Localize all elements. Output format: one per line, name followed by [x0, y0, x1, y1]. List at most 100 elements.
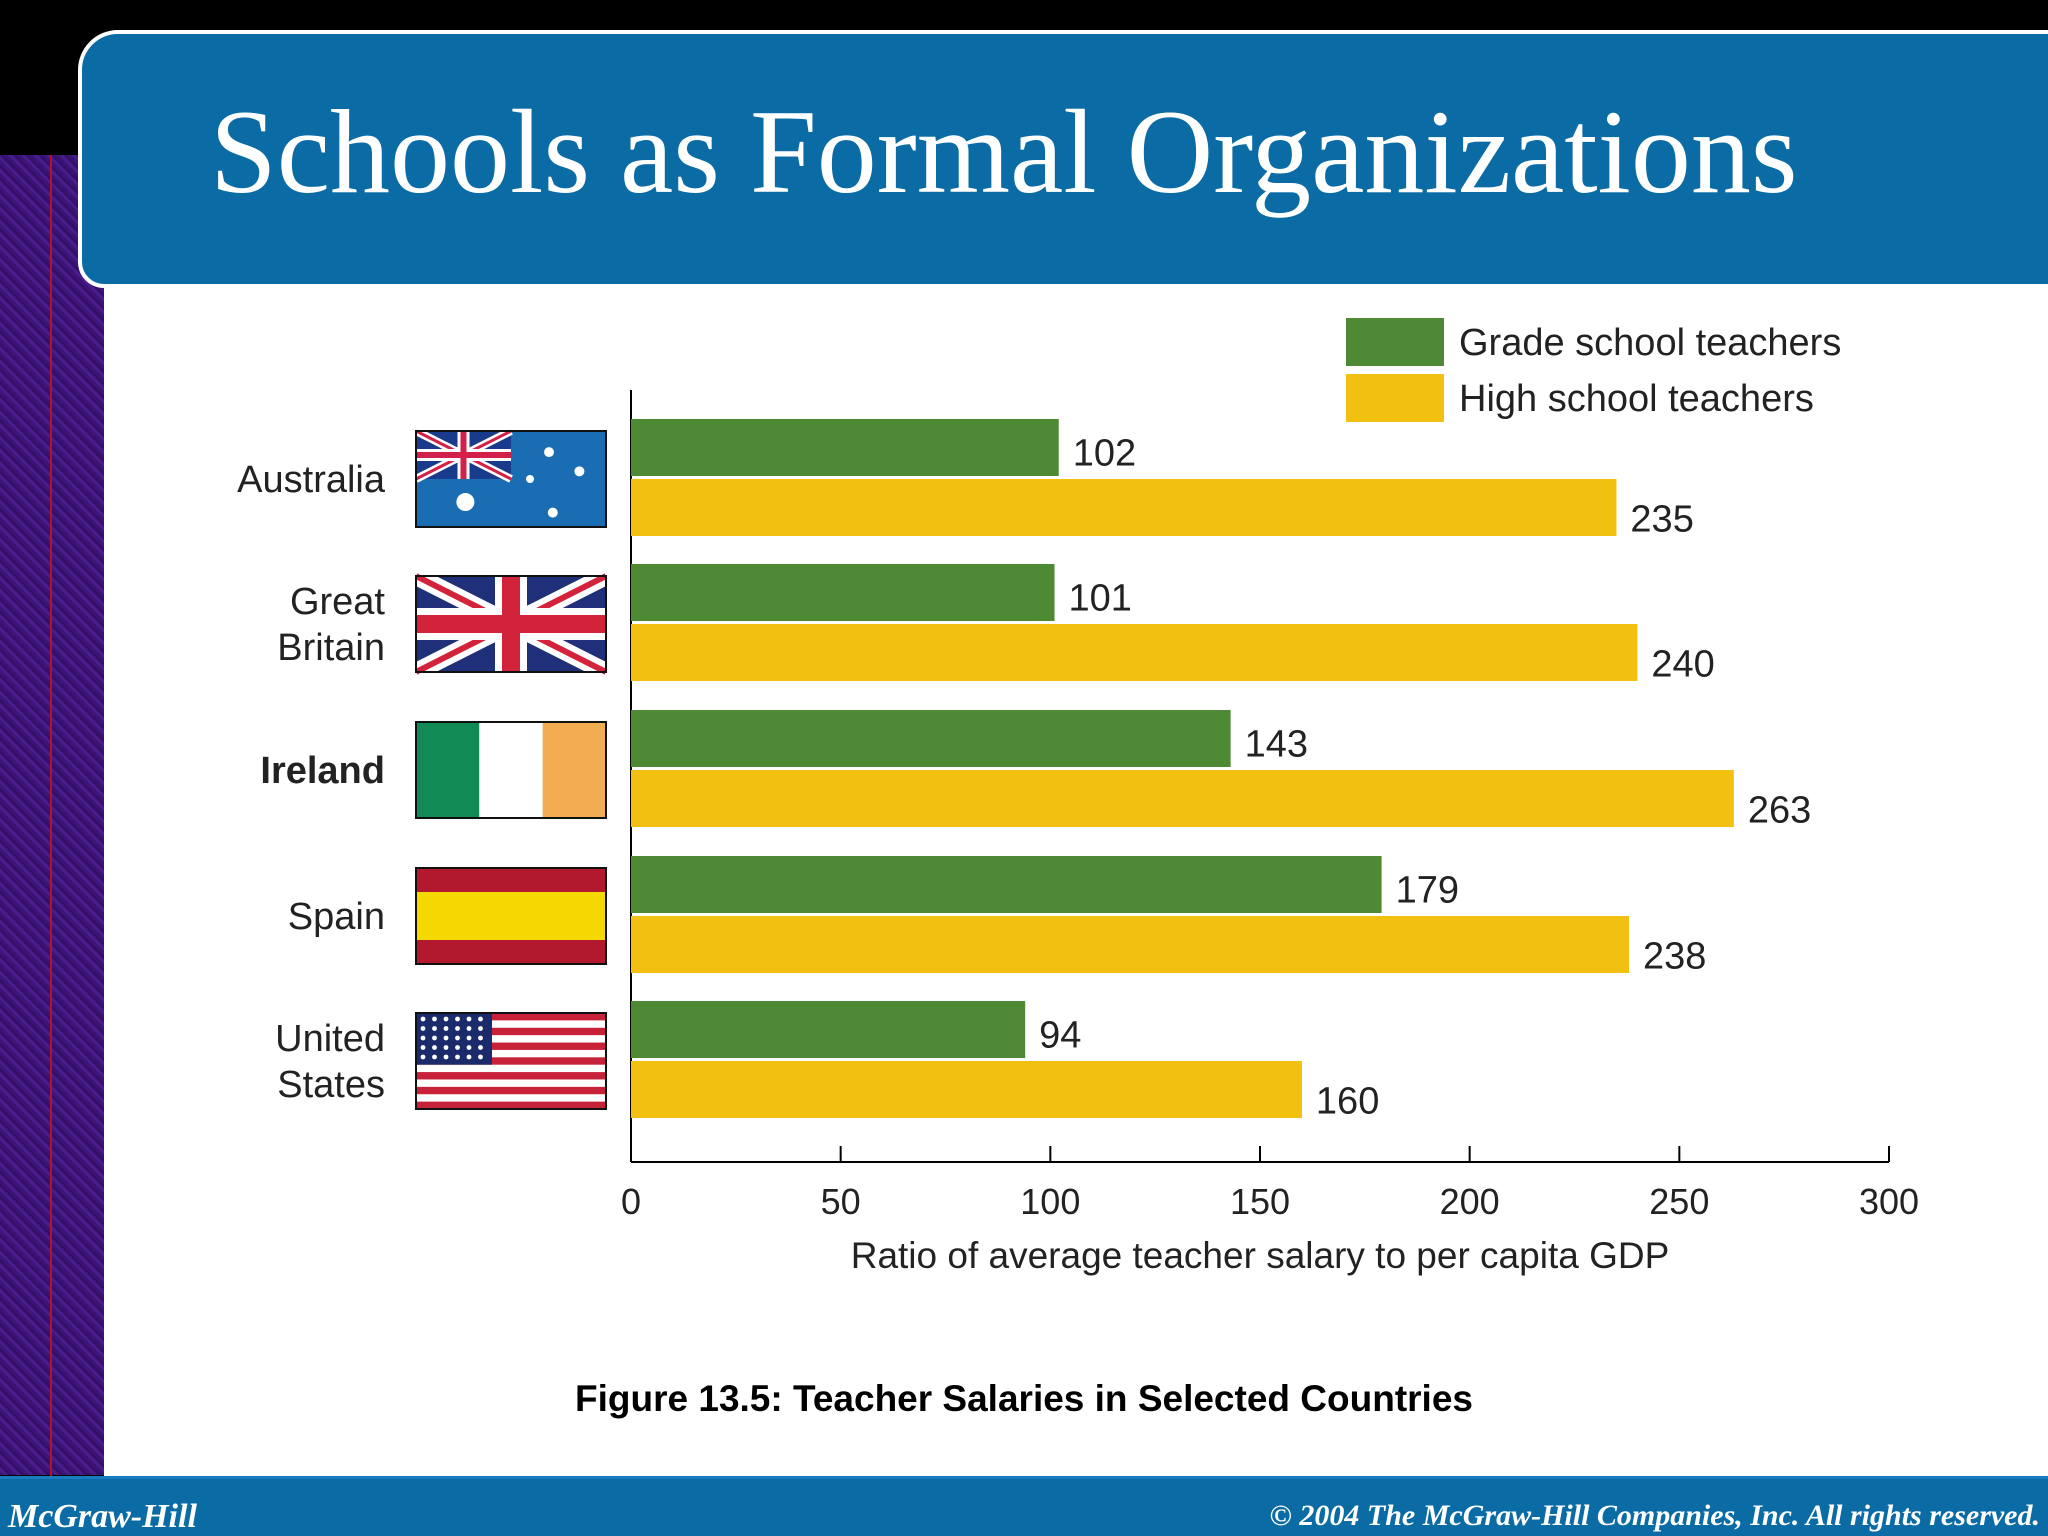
- flag-star: [478, 1054, 483, 1060]
- flag-stripe-white: [479, 722, 543, 818]
- flag-star: [420, 1026, 426, 1031]
- flag-cross: [502, 576, 520, 672]
- flag-star: [432, 1016, 437, 1022]
- category-label: Britain: [277, 627, 385, 669]
- x-tick-label: 0: [621, 1181, 641, 1222]
- flag-star: [456, 493, 475, 512]
- category-label: Ireland: [260, 750, 385, 792]
- legend-swatch: [1346, 318, 1444, 366]
- bar-grade-school: [631, 856, 1382, 913]
- title-banner: [78, 30, 2048, 288]
- category-label: States: [277, 1064, 385, 1106]
- flag-star: [420, 1045, 426, 1050]
- spain-flag-icon: [415, 867, 607, 965]
- flag-border: [415, 1012, 607, 1110]
- flag-stripe-red: [416, 1057, 606, 1065]
- category-label: Great: [290, 581, 385, 623]
- flag-star: [544, 447, 554, 458]
- flag-stripe-red: [416, 1072, 606, 1080]
- flag-star: [574, 466, 585, 477]
- flag-star: [432, 1035, 437, 1041]
- flag-star: [432, 1054, 437, 1060]
- data-label: 160: [1316, 1081, 1379, 1123]
- flag-star: [432, 1045, 437, 1050]
- data-label: 240: [1651, 644, 1714, 686]
- flag-stripe-yellow: [416, 892, 606, 940]
- publisher-name: McGraw-Hill: [8, 1498, 197, 1535]
- flag-stripe-red: [416, 1027, 606, 1036]
- flag-star: [443, 1054, 449, 1060]
- flag-star: [443, 1026, 449, 1031]
- decorative-red-line: [50, 155, 52, 1477]
- bars: 102 235 101 240 143 263 179 238 94 160: [631, 419, 1811, 1123]
- flag-star: [443, 1045, 449, 1050]
- bar-high-school: [631, 624, 1638, 681]
- flag-star: [478, 1016, 483, 1022]
- flag-star: [455, 1016, 460, 1022]
- flag-star: [420, 1054, 426, 1060]
- flag-star: [466, 1026, 472, 1031]
- data-label: 102: [1073, 433, 1136, 475]
- flag-star: [478, 1035, 483, 1041]
- ireland-flag-icon: [415, 721, 607, 819]
- flag-star: [478, 1026, 483, 1031]
- data-label: 94: [1039, 1015, 1081, 1057]
- flag-stripe-orange: [542, 722, 606, 818]
- flag-star: [432, 1026, 437, 1031]
- flag-star: [455, 1054, 460, 1060]
- bar-grade-school: [631, 564, 1055, 621]
- flag-star: [466, 1054, 472, 1060]
- legend-label: High school teachers: [1459, 378, 1814, 420]
- data-label: 238: [1643, 936, 1706, 978]
- bar-high-school: [631, 1061, 1302, 1118]
- data-label: 101: [1069, 578, 1132, 620]
- flag-border: [415, 721, 607, 819]
- chart-legend: Grade school teachers High school teacher…: [1346, 318, 1841, 422]
- legend-label: Grade school teachers: [1459, 322, 1841, 364]
- flag-star: [443, 1016, 449, 1022]
- flag-border: [415, 430, 607, 528]
- bar-grade-school: [631, 710, 1231, 767]
- footer-bar: McGraw-Hill © 2004 The McGraw-Hill Compa…: [0, 1476, 2048, 1536]
- x-tick-label: 250: [1649, 1181, 1709, 1222]
- copyright-notice: © 2004 The McGraw-Hill Companies, Inc. A…: [1269, 1499, 2041, 1532]
- data-label: 235: [1630, 499, 1693, 541]
- flag-star: [466, 1016, 472, 1022]
- bar-grade-school: [631, 1001, 1026, 1058]
- decorative-side-band: [0, 155, 104, 1475]
- x-axis-title: Ratio of average teacher salary to per c…: [851, 1235, 1670, 1276]
- data-label: 263: [1748, 790, 1811, 832]
- flag-border: [415, 867, 607, 965]
- category-label: Australia: [237, 459, 386, 501]
- flag-star: [455, 1045, 460, 1050]
- x-tick-label: 150: [1230, 1181, 1290, 1222]
- flag-star: [466, 1045, 472, 1050]
- x-tick-label: 300: [1859, 1181, 1919, 1222]
- flag-stripe-red: [416, 1101, 606, 1109]
- data-label: 143: [1245, 724, 1308, 766]
- figure-caption: Figure 13.5: Teacher Salaries in Selecte…: [575, 1378, 1473, 1419]
- flag-star: [547, 507, 558, 518]
- flag-star: [478, 1045, 483, 1050]
- united-states-flag-icon: [415, 1012, 607, 1110]
- bar-high-school: [631, 479, 1617, 536]
- flag-stripe-red: [416, 1013, 606, 1021]
- x-tick-label: 100: [1020, 1181, 1080, 1222]
- flag-star: [526, 475, 534, 483]
- australia-flag-icon: [414, 427, 607, 528]
- flag-star: [420, 1035, 426, 1041]
- flag-star: [455, 1026, 460, 1031]
- content-area: [104, 200, 2048, 1476]
- category-label: Spain: [288, 896, 385, 938]
- x-tick-label: 50: [821, 1181, 861, 1222]
- data-label: 179: [1396, 870, 1459, 912]
- bar-high-school: [631, 916, 1630, 973]
- bar-grade-school: [631, 419, 1059, 476]
- flag-border: [415, 575, 607, 673]
- bar-high-school: [631, 770, 1734, 827]
- flag-stripe-green: [416, 722, 480, 818]
- flag-stripe-red: [416, 1042, 606, 1050]
